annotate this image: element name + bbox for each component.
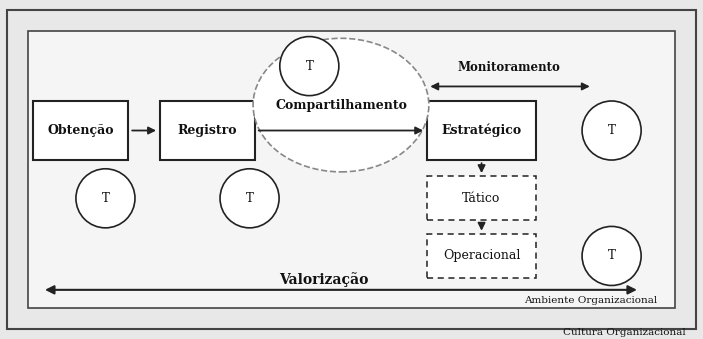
Bar: [427, 101, 536, 160]
Text: Estratégico: Estratégico: [441, 124, 522, 137]
Text: Monitoramento: Monitoramento: [458, 61, 560, 74]
Ellipse shape: [253, 38, 429, 172]
Text: Ambiente Organizacional: Ambiente Organizacional: [524, 296, 657, 304]
Text: T: T: [101, 192, 110, 205]
Ellipse shape: [582, 226, 641, 285]
Ellipse shape: [76, 169, 135, 228]
Bar: [34, 101, 129, 160]
Text: Registro: Registro: [178, 124, 237, 137]
Bar: [427, 176, 536, 220]
Text: Obtenção: Obtenção: [48, 124, 114, 137]
Text: Cultura Organizacional: Cultura Organizacional: [562, 328, 685, 337]
Text: T: T: [305, 60, 314, 73]
Text: Compartilhamento: Compartilhamento: [275, 99, 407, 112]
Ellipse shape: [582, 101, 641, 160]
Ellipse shape: [220, 169, 279, 228]
Bar: [160, 101, 254, 160]
Text: Tático: Tático: [463, 192, 501, 205]
Text: T: T: [245, 192, 254, 205]
Bar: [28, 31, 675, 308]
Text: T: T: [607, 124, 616, 137]
Text: Valorização: Valorização: [278, 272, 368, 287]
Bar: [427, 234, 536, 278]
Ellipse shape: [280, 37, 339, 96]
Text: Operacional: Operacional: [443, 250, 520, 262]
Text: T: T: [607, 250, 616, 262]
